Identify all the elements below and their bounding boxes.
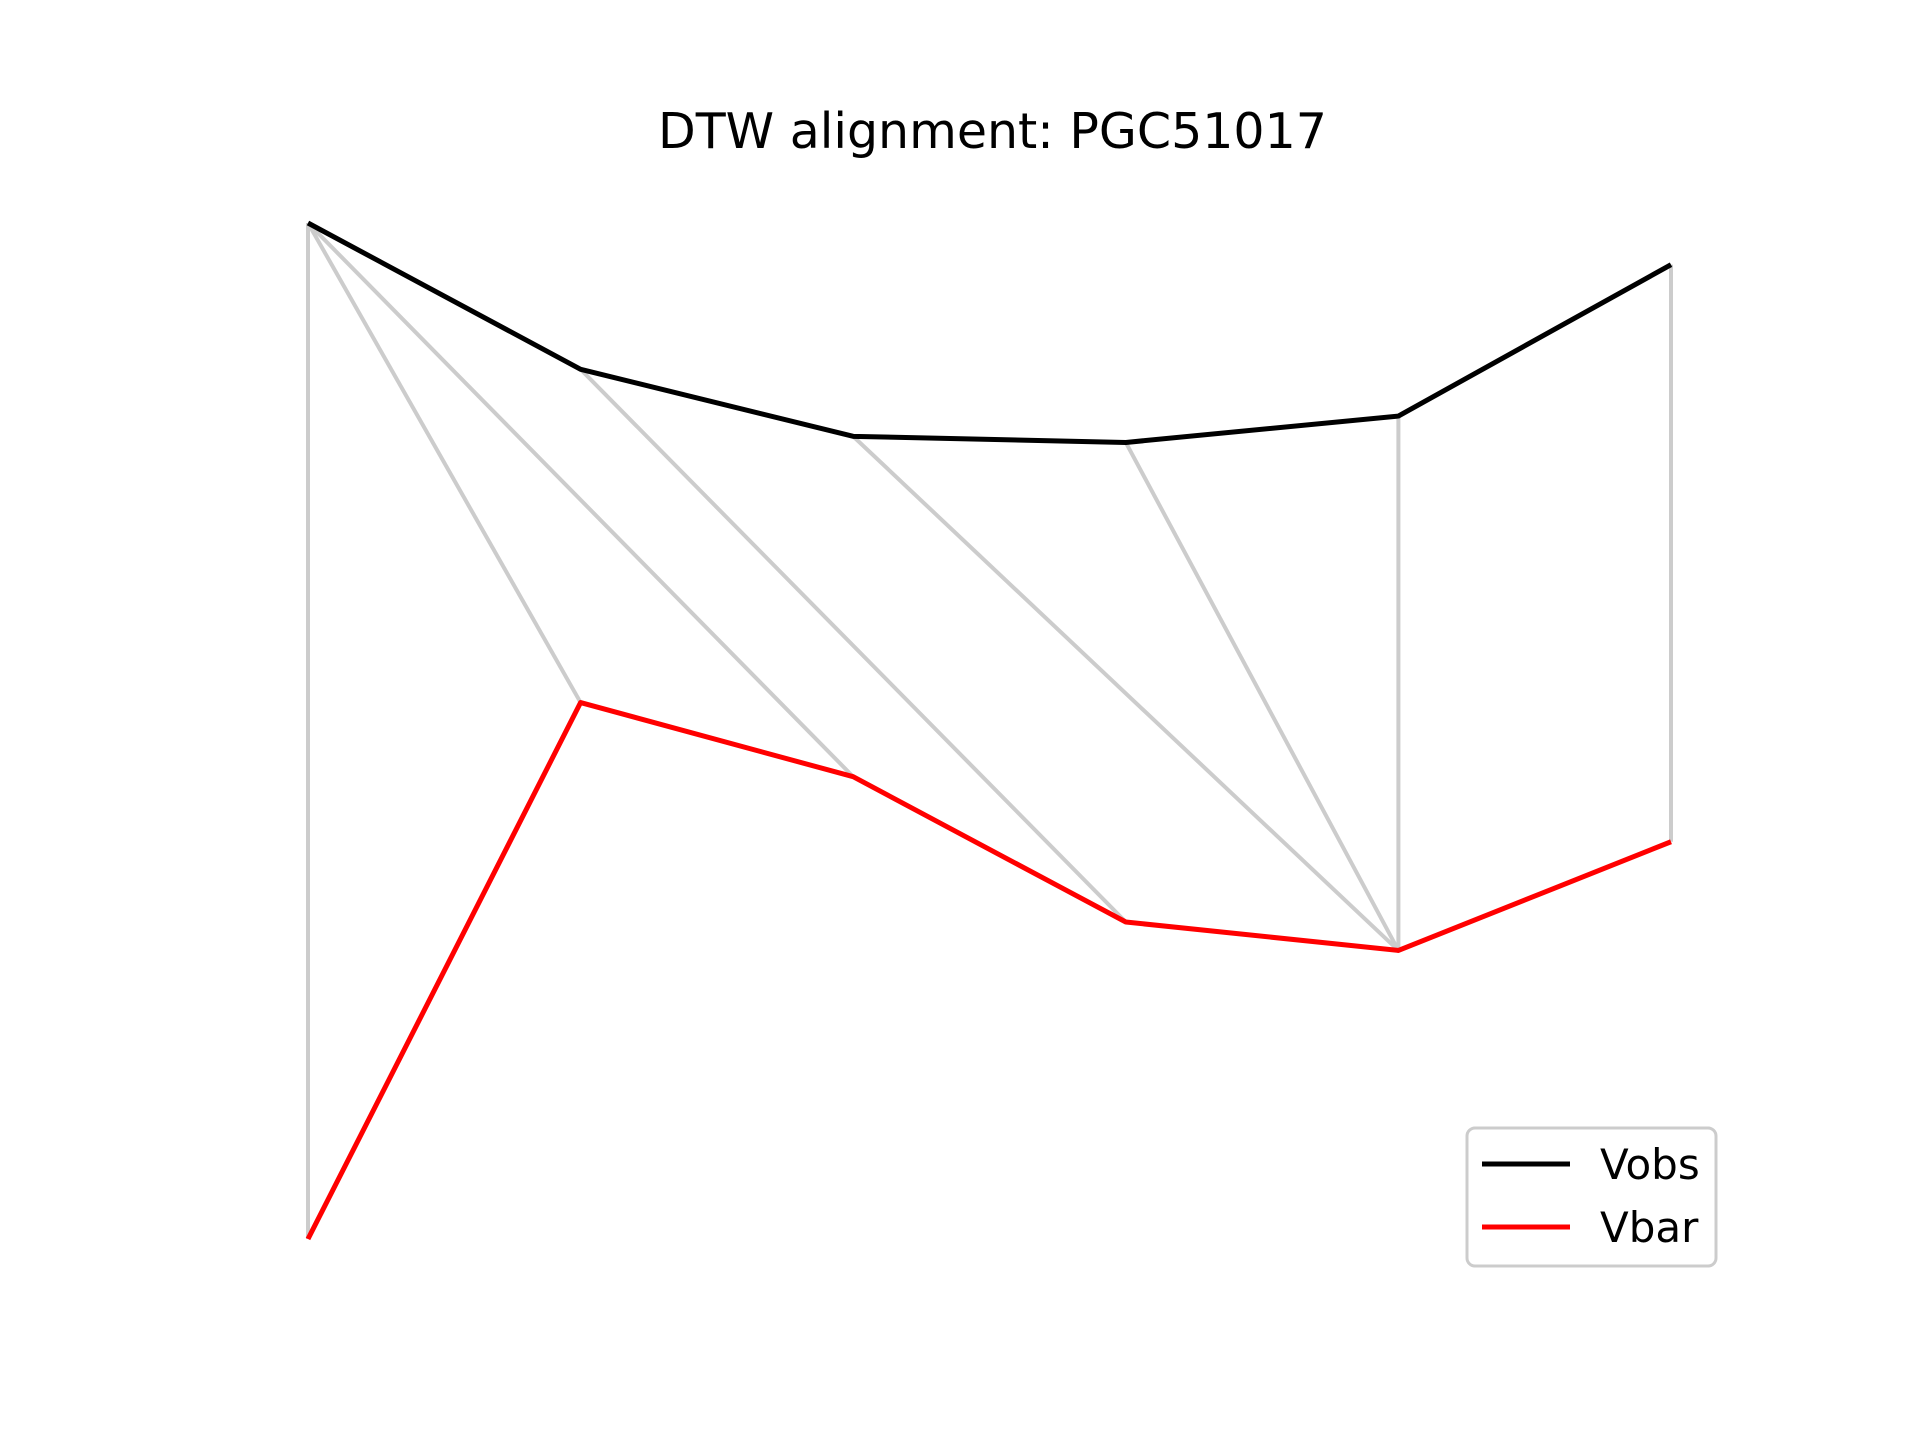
- alignment-link-1: [306, 222, 583, 704]
- alignment-link-4: [851, 434, 1400, 952]
- legend-label-vobs: Vobs: [1600, 1140, 1700, 1189]
- legend: Vobs Vbar: [1465, 1126, 1718, 1268]
- series-line-vbar: [305, 700, 1672, 1241]
- alignment-link-3: [579, 367, 1128, 924]
- chart-title: DTW alignment: PGC51017: [658, 103, 1327, 160]
- series-lines: [305, 220, 1673, 1241]
- legend-label-vbar: Vbar: [1600, 1203, 1699, 1252]
- series-line-vobs: [306, 220, 1673, 445]
- alignment-link-2: [306, 221, 855, 779]
- alignment-link-5: [1124, 441, 1401, 952]
- alignment-links: [306, 221, 1673, 1239]
